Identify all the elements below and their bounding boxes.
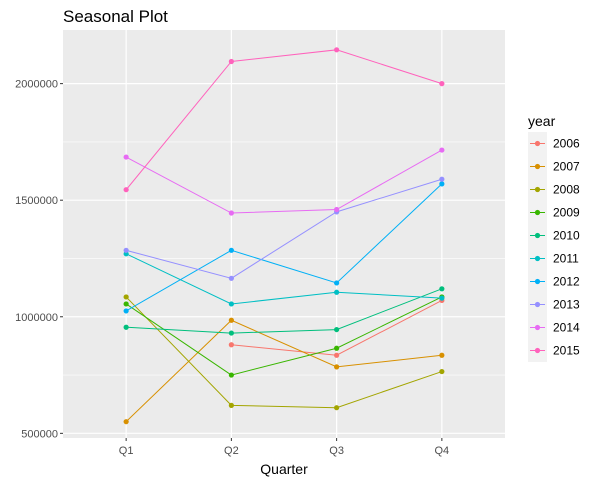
data-point-2011 — [228, 301, 234, 307]
data-point-2014 — [123, 154, 129, 160]
series-2007 — [123, 317, 445, 425]
y-tick-label: 2000000 — [15, 79, 58, 91]
legend-label: 2014 — [553, 321, 580, 335]
legend-key-point — [534, 232, 541, 239]
data-point-2010 — [334, 326, 340, 333]
data-point-2012 — [334, 280, 340, 286]
data-point-2013 — [439, 176, 445, 182]
legend-key-point — [534, 140, 541, 147]
series-line-2011 — [125, 253, 442, 305]
x-tick-label: Q4 — [435, 445, 450, 457]
series-line-2009 — [125, 296, 443, 376]
legend-label: 2006 — [553, 137, 580, 151]
data-point-2012 — [228, 247, 234, 253]
data-point-2007 — [123, 419, 129, 425]
legend-title: year — [528, 113, 556, 129]
series-2012 — [123, 181, 445, 314]
series-2014 — [123, 147, 445, 216]
x-tick-label: Q3 — [329, 445, 344, 457]
legend-key-point — [534, 186, 541, 193]
series-line-2008 — [125, 296, 443, 409]
data-point-2007 — [228, 317, 234, 323]
series-line-2007 — [125, 319, 442, 423]
data-point-2006 — [228, 342, 234, 348]
data-point-2009 — [123, 301, 129, 307]
data-point-2015 — [439, 81, 445, 87]
legend: year 2006 2007 2008 2009 2010 2011 2012 2013 201… — [528, 113, 580, 362]
data-point-2010 — [228, 330, 234, 336]
legend-item-2011: 2011 — [528, 247, 579, 270]
legend-label: 2009 — [553, 206, 580, 220]
data-point-2008 — [228, 402, 234, 408]
series-line-2015 — [125, 49, 443, 191]
data-point-2008 — [334, 405, 340, 411]
legend-label: 2011 — [553, 252, 579, 266]
plot-panel — [63, 30, 505, 438]
data-point-2013 — [228, 275, 234, 281]
data-point-2010 — [123, 324, 129, 330]
legend-item-2012: 2012 — [528, 270, 580, 293]
data-point-2009 — [334, 345, 340, 351]
series-line-2010 — [126, 288, 443, 334]
legend-label: 2013 — [553, 298, 580, 312]
legend-item-2013: 2013 — [528, 293, 580, 316]
data-point-2015 — [228, 58, 234, 65]
legend-key-point — [534, 255, 541, 262]
data-point-2006 — [334, 352, 340, 358]
y-tick-label: 1000000 — [15, 312, 58, 324]
series-line-2013 — [126, 178, 443, 279]
series-2015 — [123, 47, 445, 193]
data-point-2012 — [123, 308, 129, 314]
legend-label: 2008 — [553, 183, 580, 197]
legend-label: 2010 — [553, 229, 580, 243]
data-point-2014 — [439, 147, 445, 153]
data-point-2015 — [123, 187, 129, 193]
series-line-2012 — [125, 183, 443, 312]
x-tick-label: Q2 — [224, 445, 239, 457]
legend-item-2010: 2010 — [528, 224, 580, 247]
data-point-2014 — [334, 206, 340, 213]
data-point-2010 — [439, 286, 445, 292]
data-point-2007 — [439, 352, 445, 358]
data-point-2008 — [123, 294, 129, 300]
legend-item-2008: 2008 — [528, 178, 580, 201]
legend-key-point — [534, 324, 541, 331]
legend-label: 2015 — [553, 344, 580, 358]
data-point-2015 — [334, 47, 340, 53]
legend-key-point — [534, 278, 541, 285]
x-tick-label: Q1 — [119, 445, 134, 457]
legend-item-2007: 2007 — [528, 155, 580, 178]
chart-title: Seasonal Plot — [63, 7, 168, 26]
series-2009 — [123, 294, 445, 378]
y-tick-label: 500000 — [21, 428, 58, 440]
legend-item-2014: 2014 — [528, 316, 580, 339]
legend-label: 2007 — [553, 160, 580, 174]
legend-key-point — [534, 209, 541, 216]
series-line-2014 — [125, 149, 443, 214]
x-axis-title: Quarter — [260, 461, 308, 477]
data-point-2013 — [123, 247, 129, 253]
data-point-2009 — [228, 372, 234, 378]
data-point-2011 — [439, 295, 445, 301]
axis-layer: 500000 1000000 1500000 2000000 Q1 Q2 Q3 Q4 — [15, 79, 449, 457]
y-tick-label: 1500000 — [15, 195, 58, 207]
series-2006 — [228, 297, 445, 358]
data-point-2014 — [228, 210, 234, 216]
legend-key-point — [534, 163, 541, 170]
legend-item-2009: 2009 — [528, 201, 580, 224]
grid-lines — [63, 30, 505, 438]
legend-item-2006: 2006 — [528, 132, 580, 155]
data-point-2008 — [439, 368, 445, 375]
legend-key-point — [534, 301, 541, 308]
series-layer — [123, 47, 445, 425]
data-point-2007 — [334, 364, 340, 370]
legend-key-point — [534, 347, 541, 354]
legend-item-2015: 2015 — [528, 339, 580, 362]
series-2008 — [123, 294, 445, 411]
data-point-2012 — [439, 181, 445, 187]
legend-label: 2012 — [553, 275, 580, 289]
series-2010 — [123, 286, 445, 336]
data-point-2011 — [334, 289, 340, 295]
